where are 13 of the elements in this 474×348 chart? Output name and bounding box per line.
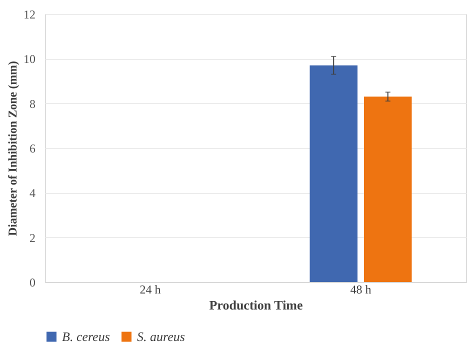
y-tick-label: 12 [24,8,36,22]
y-axis-title: Diameter of Inhibition Zone (mm) [6,60,20,236]
x-tick-label: 48 h [350,282,372,296]
legend-label: B. cereus [62,328,110,344]
y-tick-label: 10 [24,52,36,66]
legend-label: S. aureus [137,328,185,344]
y-tick-label: 2 [30,230,36,245]
y-tick-label: 4 [30,186,36,200]
x-tick-label: 24 h [140,282,161,296]
y-tick-label: 6 [30,142,36,156]
y-tick-label: 0 [30,276,36,290]
x-axis-title: Production Time [209,298,303,312]
y-tick-label: 8 [30,96,36,111]
